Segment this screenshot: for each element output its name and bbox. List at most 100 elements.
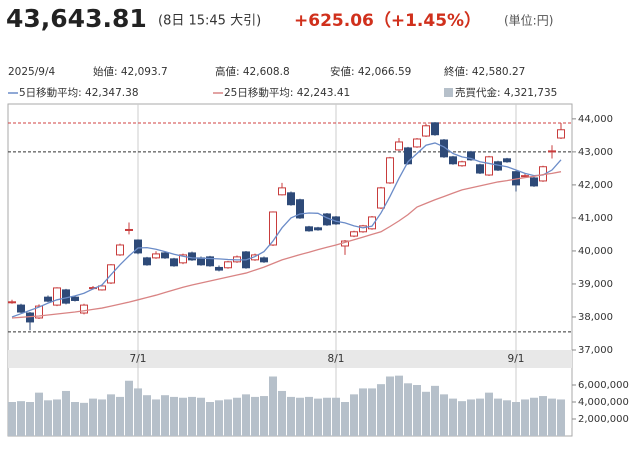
- candle-body: [17, 304, 25, 313]
- candle-body: [224, 261, 232, 269]
- volume-bar: [494, 398, 502, 436]
- volume-bar: [8, 402, 16, 436]
- info-close: 終値: 42,580.27: [444, 65, 525, 78]
- candle-body: [521, 175, 529, 178]
- volume-bar: [134, 388, 142, 436]
- volume-bar: [422, 391, 430, 436]
- candle-body: [53, 287, 61, 306]
- volume-bar: [80, 402, 88, 436]
- candle-body: [377, 187, 385, 209]
- volume-bar: [458, 401, 466, 436]
- candle-body: [116, 244, 124, 256]
- candle-body: [44, 296, 52, 302]
- candle-body: [440, 139, 448, 158]
- y-tick-label: 38,000: [578, 312, 613, 323]
- y-tick-label: 6,000,000: [578, 380, 629, 391]
- candle-body: [134, 239, 142, 254]
- candle-body: [305, 226, 313, 232]
- volume-bar: [287, 396, 295, 436]
- candle-body: [161, 252, 169, 259]
- volume-bar: [179, 397, 187, 436]
- legend-label: 売買代金: 4,321,735: [455, 86, 557, 99]
- candle-body: [386, 157, 394, 184]
- candle-body: [296, 199, 304, 219]
- y-tick-label: 44,000: [578, 114, 613, 125]
- y-tick-label: 40,000: [578, 246, 613, 257]
- candle-body: [449, 156, 457, 165]
- plot-frame: [7, 103, 573, 437]
- moving-average: [11, 142, 562, 318]
- volume-bar: [467, 399, 475, 436]
- candle-body: [80, 304, 88, 314]
- price-change: +625.06（+1.45%）: [294, 10, 481, 31]
- info-high: 高値: 42,608.8: [215, 65, 290, 78]
- volume-bar: [17, 401, 25, 436]
- candle-body: [422, 125, 430, 137]
- volume-bar: [107, 394, 115, 436]
- candle-body: [125, 228, 133, 231]
- volume-bar: [314, 398, 322, 436]
- candle-body: [188, 252, 196, 261]
- y-tick-label: 42,000: [578, 180, 613, 191]
- volume-bar: [89, 398, 97, 436]
- legend-label: 5日移動平均: 42,347.38: [19, 86, 139, 99]
- x-tick-label: 7/1: [130, 353, 147, 365]
- candle-body: [530, 177, 538, 187]
- y-tick-label: 37,000: [578, 345, 613, 356]
- candle-body: [350, 231, 358, 237]
- legend-swatch: [444, 88, 453, 97]
- volume-bar: [35, 392, 43, 436]
- volume-bar: [368, 388, 376, 436]
- volume-bar: [557, 399, 565, 436]
- candle-body: [395, 141, 403, 151]
- volume-bar: [251, 396, 259, 436]
- volume-bar: [143, 395, 151, 436]
- moving-average: [11, 171, 562, 319]
- volume-bar: [26, 402, 34, 436]
- timestamp: (8日 15:45 大引): [158, 14, 261, 29]
- y-tick-label: 41,000: [578, 213, 613, 224]
- volume-bar: [503, 400, 511, 436]
- volume-bar: [413, 385, 421, 436]
- candle-body: [431, 122, 439, 136]
- info-low: 安値: 42,066.59: [330, 65, 411, 78]
- volume-bar: [53, 399, 61, 436]
- candle-body: [476, 164, 484, 174]
- info-date: 2025/9/4: [8, 66, 55, 78]
- volume-bar: [197, 397, 205, 436]
- volume-bar: [440, 394, 448, 436]
- candle-body: [485, 156, 493, 176]
- volume-bar: [44, 400, 52, 436]
- volume-bar: [395, 375, 403, 436]
- candle-body: [557, 129, 565, 139]
- current-price: 43,643.81: [6, 4, 147, 33]
- volume-bar: [170, 396, 178, 436]
- candle-body: [62, 289, 70, 304]
- volume-bar: [341, 402, 349, 436]
- candle-body: [278, 187, 286, 196]
- candle-body: [359, 225, 367, 233]
- y-tick-label: 2,000,000: [578, 414, 629, 425]
- volume-bar: [71, 402, 79, 436]
- volume-bar: [485, 392, 493, 436]
- volume-bar: [242, 394, 250, 436]
- volume-bar: [449, 398, 457, 436]
- unit: (単位:円): [504, 13, 553, 28]
- candle-body: [404, 147, 412, 165]
- candle-body: [8, 301, 16, 304]
- volume-bar: [521, 399, 529, 436]
- volume-bar: [548, 398, 556, 436]
- candle-body: [206, 256, 214, 267]
- volume-bar: [386, 376, 394, 436]
- candle-body: [467, 151, 475, 161]
- volume-bar: [350, 394, 358, 436]
- volume-bar: [161, 395, 169, 436]
- volume-bar: [260, 396, 268, 436]
- candle-body: [98, 285, 106, 291]
- volume-bar: [278, 390, 286, 436]
- candle-body: [143, 257, 151, 266]
- candle-body: [413, 138, 421, 148]
- volume-bar: [206, 402, 214, 436]
- candle-body: [548, 150, 556, 153]
